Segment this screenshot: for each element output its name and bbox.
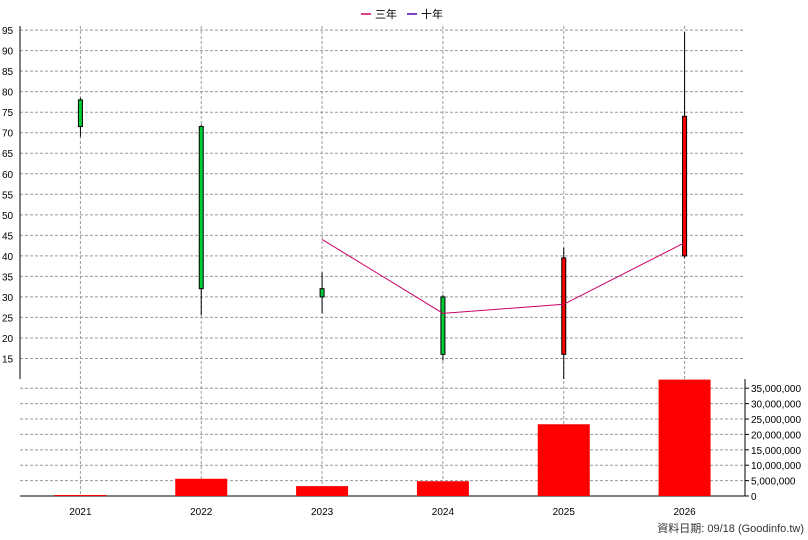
price-tick-label: 90 <box>2 47 14 58</box>
price-tick-label: 45 <box>2 231 14 242</box>
volume-tick-label: 15,000,000 <box>751 446 801 457</box>
data-date-footer: 資料日期: 09/18 (Goodinfo.tw) <box>657 521 804 535</box>
volume-tick-label: 0 <box>751 492 757 503</box>
candle-body-2022 <box>198 126 204 290</box>
x-tick-label: 2021 <box>69 507 92 518</box>
price-tick-label: 70 <box>2 129 14 140</box>
candlesticks <box>77 32 688 379</box>
volume-bar-2024 <box>416 481 469 496</box>
price-tick-label: 40 <box>2 252 14 263</box>
candle-body-2026 <box>682 115 688 257</box>
price-tick-label: 50 <box>2 211 14 222</box>
x-tick-label: 2022 <box>190 507 213 518</box>
price-tick-label: 80 <box>2 88 14 99</box>
price-tick-label: 25 <box>2 313 14 324</box>
price-tick-label: 85 <box>2 67 14 78</box>
x-tick-label: 2023 <box>311 507 334 518</box>
volume-tick-label: 30,000,000 <box>751 400 801 411</box>
volume-bars <box>54 379 711 496</box>
volume-bar-2022 <box>175 478 228 496</box>
volume-bar-2021 <box>54 495 107 496</box>
price-tick-label: 30 <box>2 293 14 304</box>
price-tick-label: 65 <box>2 149 14 160</box>
price-tick-label: 20 <box>2 334 14 345</box>
price-tick-label: 60 <box>2 170 14 181</box>
price-tick-label: 95 <box>2 26 14 37</box>
volume-bar-2026 <box>658 379 711 496</box>
candle-body-2025 <box>561 257 567 355</box>
x-tick-label: 2026 <box>673 507 696 518</box>
x-tick-label: 2025 <box>553 507 576 518</box>
volume-tick-label: 35,000,000 <box>751 384 801 395</box>
price-tick-label: 75 <box>2 108 14 119</box>
volume-bar-2023 <box>296 486 349 496</box>
legend: 三年 十年 <box>361 7 443 21</box>
volume-tick-label: 20,000,000 <box>751 430 801 441</box>
price-tick-label: 55 <box>2 190 14 201</box>
volume-bar-2025 <box>537 424 590 496</box>
volume-tick-label: 10,000,000 <box>751 461 801 472</box>
volume-tick-label: 5,000,000 <box>751 477 796 488</box>
legend-label-0: 三年 <box>375 7 397 21</box>
candle-body-2023 <box>319 288 325 298</box>
x-tick-label: 2024 <box>432 507 455 518</box>
grid <box>20 26 745 497</box>
axes: 152025303540455055606570758085909505,000… <box>2 26 801 518</box>
price-tick-label: 35 <box>2 272 14 283</box>
candle-body-2024 <box>440 296 446 355</box>
volume-tick-label: 25,000,000 <box>751 415 801 426</box>
candle-body-2021 <box>77 99 83 128</box>
three-year-series-line <box>321 239 685 314</box>
legend-label-1: 十年 <box>421 7 443 21</box>
price-tick-label: 15 <box>2 354 14 365</box>
three-year-line <box>321 239 685 314</box>
